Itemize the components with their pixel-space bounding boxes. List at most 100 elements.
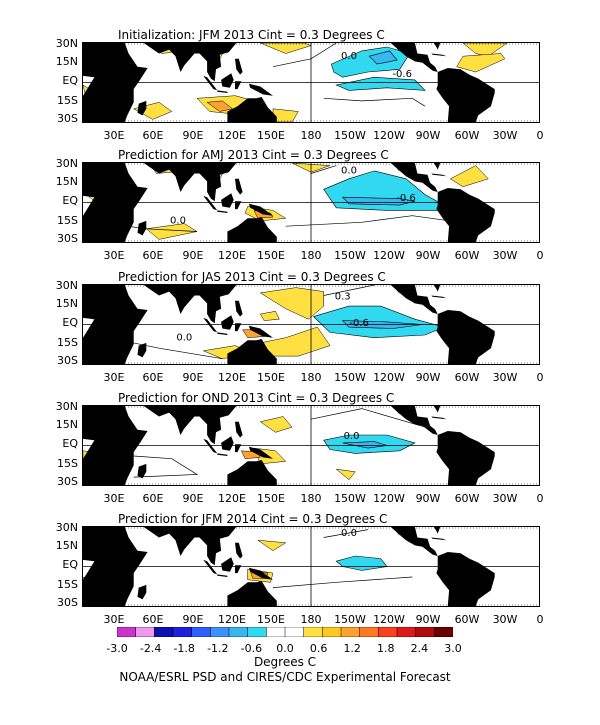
lon-tick-label: 60E bbox=[142, 613, 164, 626]
landmass bbox=[433, 43, 441, 50]
lat-tick-label: 15N bbox=[55, 418, 78, 431]
map-canvas: 0.0 -0.6 bbox=[83, 43, 539, 122]
lon-tick-label: 120W bbox=[373, 492, 405, 505]
colorbar-swatch bbox=[191, 627, 211, 637]
credit-line: NOAA/ESRL PSD and CIRES/CDC Experimental… bbox=[119, 670, 451, 684]
panel-title: Prediction for OND 2013 Cint = 0.3 Degre… bbox=[118, 391, 395, 405]
colorbar-swatch bbox=[359, 627, 379, 637]
landmass bbox=[137, 463, 147, 479]
map-panel-4: Prediction for OND 2013 Cint = 0.3 Degre… bbox=[0, 391, 600, 522]
landmass bbox=[433, 406, 441, 413]
lon-tick-label: 30E bbox=[103, 492, 125, 505]
land-mask bbox=[83, 43, 495, 122]
lon-tick-label: 120W bbox=[373, 249, 405, 262]
landmass bbox=[393, 285, 400, 295]
lon-tick-label: 0 bbox=[536, 371, 544, 384]
lon-tick-label: 180 bbox=[300, 371, 322, 384]
lon-tick-label: 90E bbox=[182, 371, 204, 384]
lon-tick-label: 0 bbox=[536, 129, 544, 142]
warm-anomaly-shading bbox=[260, 43, 312, 54]
contour-label: 0.0 bbox=[341, 166, 357, 177]
lon-tick-label: 0 bbox=[536, 249, 544, 262]
lon-tick-label: 180 bbox=[300, 492, 322, 505]
lon-tick-label: 60W bbox=[454, 371, 480, 384]
landmass bbox=[248, 83, 273, 96]
lat-tick-label: 30N bbox=[55, 279, 78, 292]
lon-tick-label: 150W bbox=[334, 129, 366, 142]
lat-tick-label: EQ bbox=[62, 74, 78, 87]
lon-tick-label: 60W bbox=[454, 492, 480, 505]
colorbar-label: 1.2 bbox=[343, 642, 361, 655]
colorbar-swatch bbox=[396, 627, 417, 637]
sst-anomaly-map: 0.0 -0.6 0.0 bbox=[82, 162, 540, 243]
cool-anomaly-regions bbox=[323, 434, 416, 454]
lon-tick-label: 120E bbox=[218, 492, 246, 505]
lon-tick-label: 90W bbox=[415, 249, 441, 262]
lat-tick-label: 30S bbox=[57, 596, 78, 609]
contour-line bbox=[310, 408, 426, 428]
colorbar-swatch bbox=[340, 627, 361, 637]
lat-tick-label: EQ bbox=[62, 194, 78, 207]
lat-tick-label: 30N bbox=[55, 521, 78, 534]
landmass bbox=[235, 58, 243, 75]
contour-line bbox=[272, 576, 413, 588]
landmass bbox=[203, 75, 218, 91]
colorbar bbox=[117, 627, 453, 637]
panel-title: Initialization: JFM 2013 Cint = 0.3 Degr… bbox=[118, 28, 385, 42]
lon-tick-label: 90E bbox=[182, 613, 204, 626]
colorbar-label: 2.4 bbox=[410, 642, 429, 655]
lat-tick-label: 15S bbox=[57, 336, 78, 349]
landmass bbox=[235, 300, 243, 317]
landmass bbox=[127, 527, 237, 566]
landmass bbox=[436, 552, 495, 606]
colorbar-label: 0.6 bbox=[309, 642, 328, 655]
map-canvas: 0.0 bbox=[83, 527, 539, 606]
lon-tick-label: 30E bbox=[103, 129, 125, 142]
lon-tick-label: 0 bbox=[536, 613, 544, 626]
strong-warm-anomaly-shading bbox=[206, 100, 234, 112]
colorbar-swatch bbox=[266, 627, 286, 637]
contour-line bbox=[285, 215, 464, 230]
colorbar-label: 1.8 bbox=[377, 642, 395, 655]
contour-line bbox=[323, 529, 369, 538]
landmass bbox=[235, 565, 242, 574]
map-panel-3: Prediction for JAS 2013 Cint = 0.3 Degre… bbox=[0, 270, 600, 401]
lon-tick-label: 120E bbox=[218, 371, 246, 384]
land-mask bbox=[83, 163, 495, 242]
colorbar-swatch bbox=[434, 627, 453, 637]
map-canvas: 0.0 -0.6 0.0 bbox=[83, 163, 539, 242]
contour-line bbox=[323, 97, 426, 107]
landmass bbox=[431, 53, 447, 57]
landmass bbox=[393, 527, 400, 537]
lon-tick-label: 30E bbox=[103, 249, 125, 262]
landmass bbox=[431, 295, 447, 299]
cool-anomaly-regions bbox=[323, 170, 445, 211]
landmass bbox=[390, 527, 438, 556]
landmass bbox=[127, 43, 237, 82]
warm-anomaly-shading bbox=[335, 468, 356, 481]
landmass bbox=[227, 217, 277, 242]
lon-tick-label: 120E bbox=[218, 249, 246, 262]
lon-tick-label: 120E bbox=[218, 613, 246, 626]
lon-tick-label: 150E bbox=[257, 613, 285, 626]
lon-tick-label: 150W bbox=[334, 492, 366, 505]
landmass bbox=[390, 285, 438, 314]
lon-tick-label: 30W bbox=[492, 613, 518, 626]
lat-tick-label: EQ bbox=[62, 437, 78, 450]
landmass bbox=[248, 325, 273, 338]
sst-anomaly-map: 0.3 -0.6 0.0 bbox=[82, 284, 540, 365]
contour-label: -0.6 bbox=[349, 318, 369, 329]
colorbar-label: -0.6 bbox=[240, 642, 263, 655]
contour-line bbox=[133, 455, 199, 478]
landmass bbox=[433, 285, 441, 292]
lon-tick-label: 90W bbox=[415, 371, 441, 384]
contour-line bbox=[310, 165, 337, 174]
lon-tick-label: 60E bbox=[142, 492, 164, 505]
landmass bbox=[248, 567, 273, 580]
lat-tick-label: 15S bbox=[57, 214, 78, 227]
lat-tick-label: 30S bbox=[57, 475, 78, 488]
colorbar-swatch bbox=[284, 627, 305, 637]
colorbar-swatch bbox=[154, 627, 174, 637]
warm-anomaly-shading bbox=[456, 53, 506, 73]
panel-title: Prediction for JAS 2013 Cint = 0.3 Degre… bbox=[118, 270, 386, 284]
